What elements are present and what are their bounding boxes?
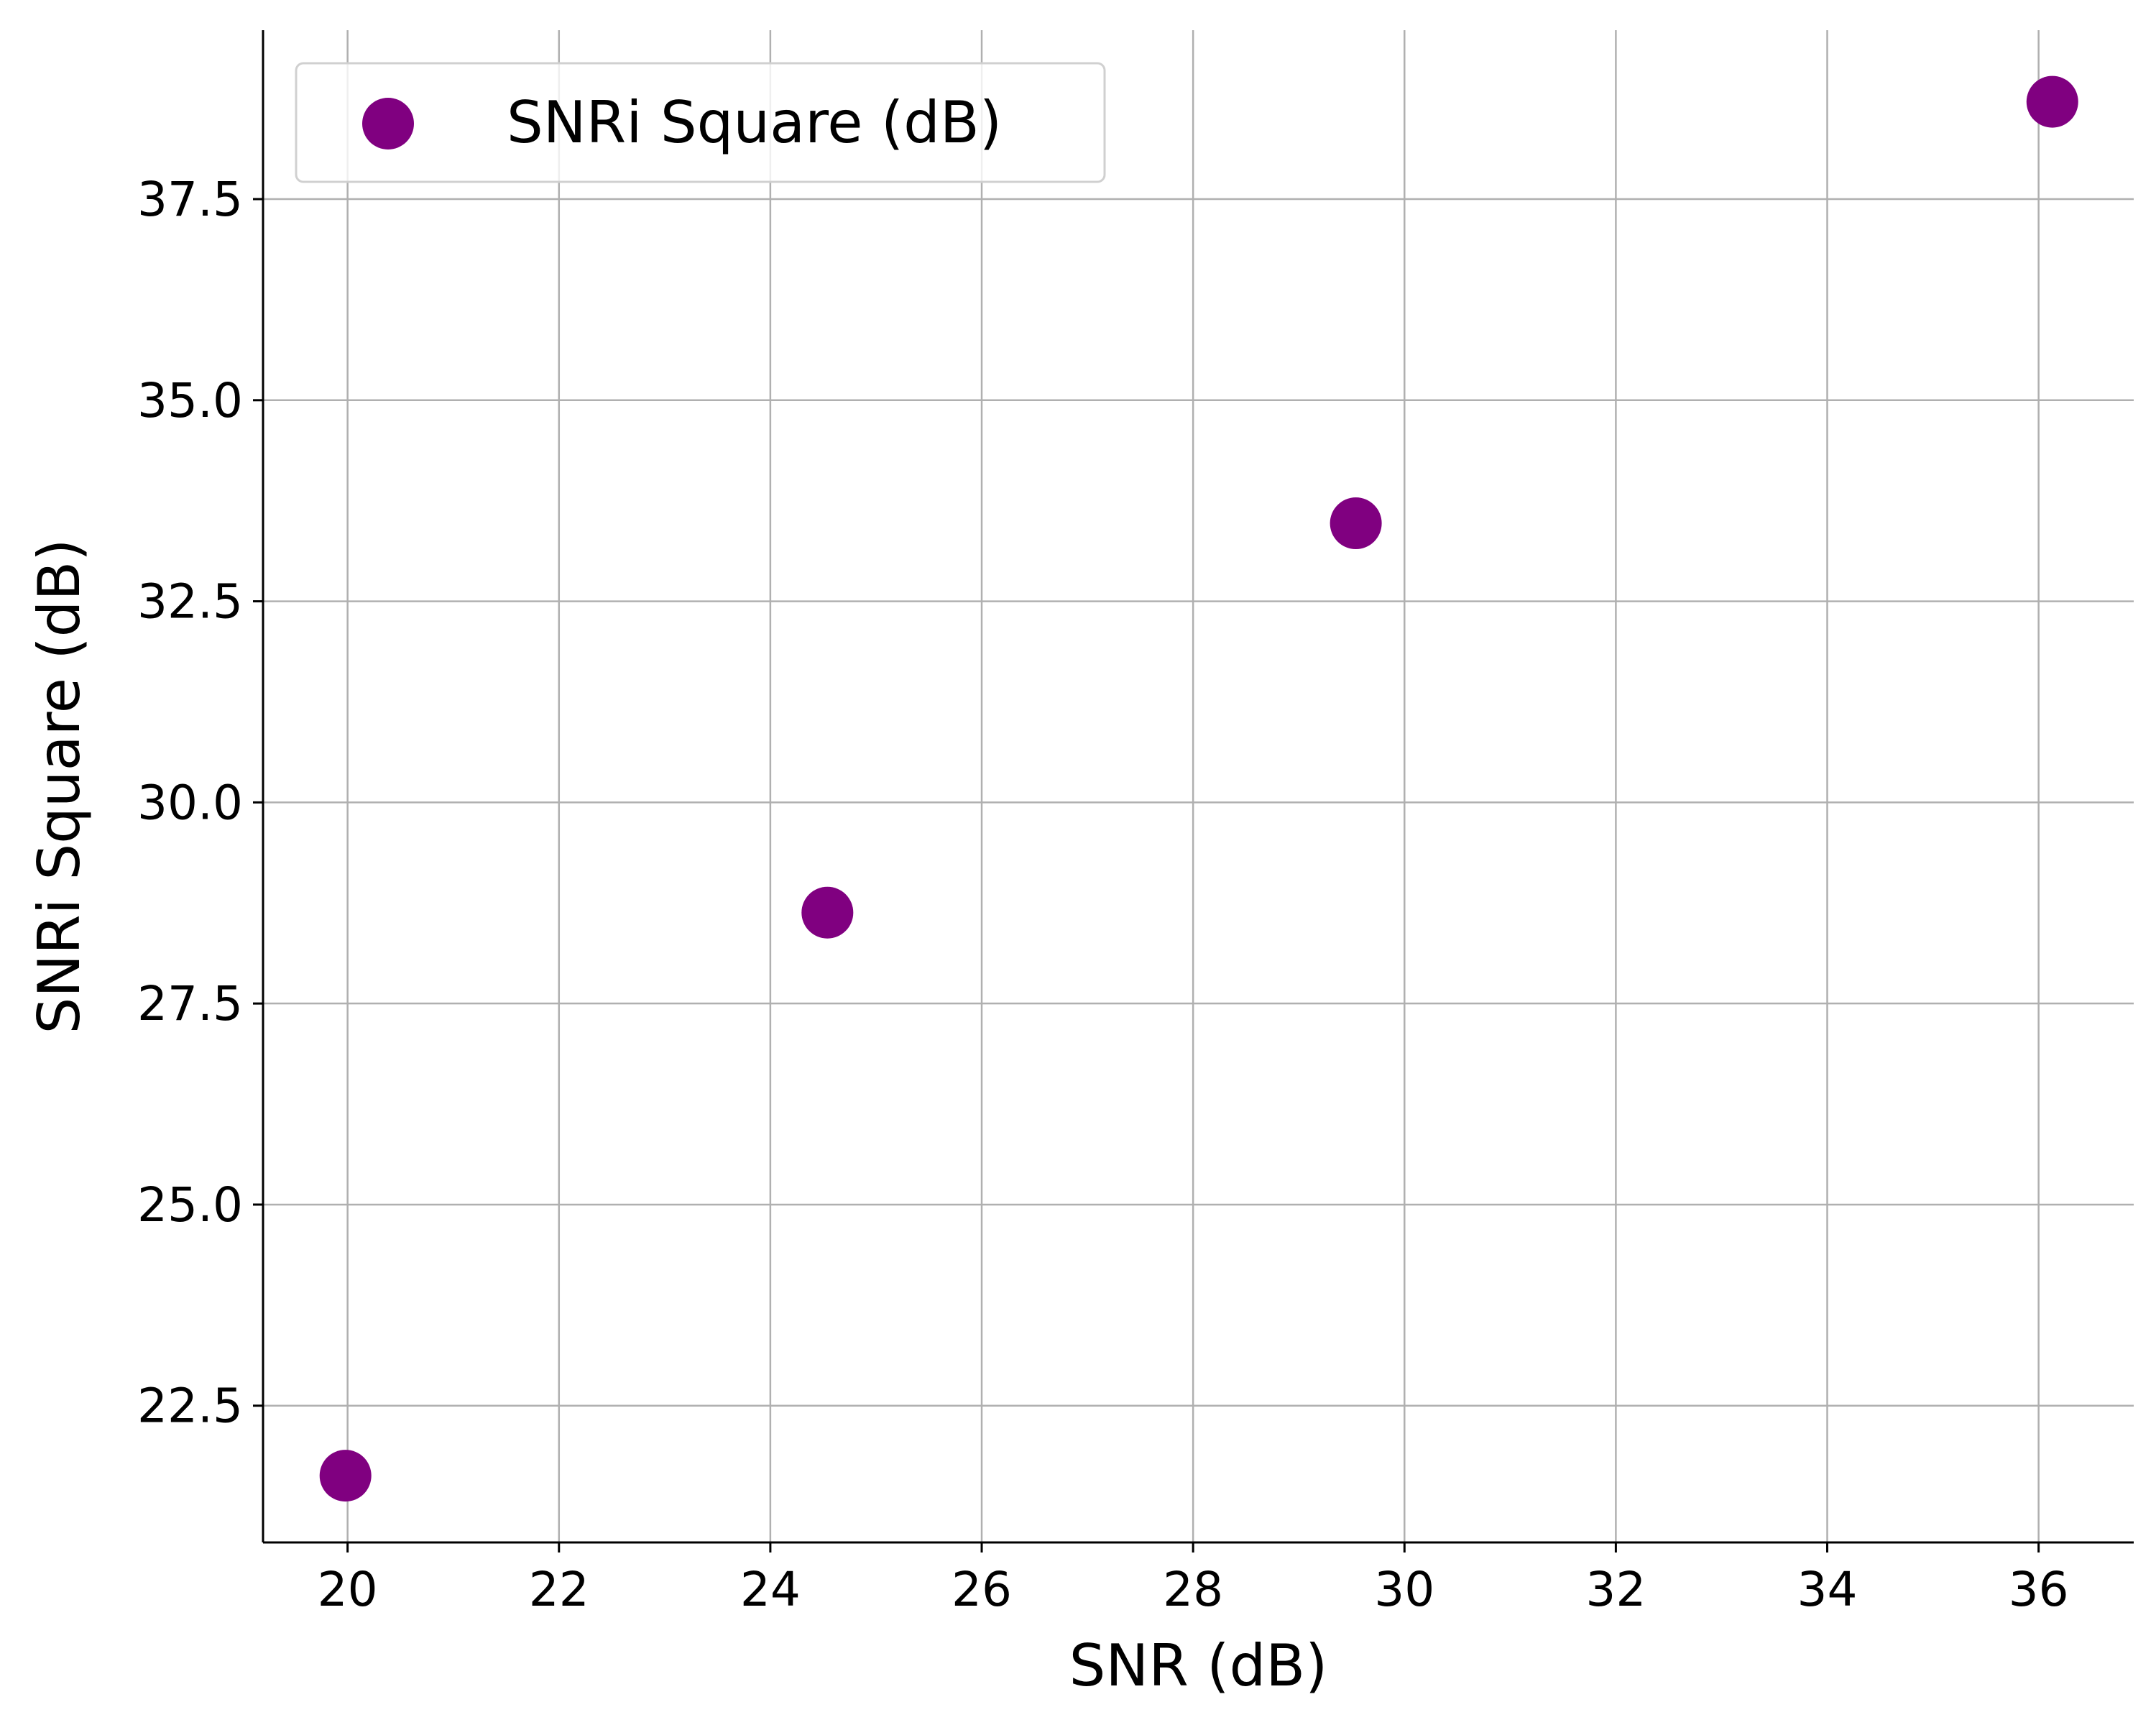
axis-ticks: 20 22 24 26 28 30 32 34 36 22.5 25.0 27.5 30.0 32.5 35… <box>137 172 2069 1617</box>
legend-box <box>295 62 1106 183</box>
axes-spines <box>262 30 2134 1544</box>
x-tick-label: 28 <box>1163 1562 1223 1617</box>
x-tick-label: 22 <box>529 1562 589 1617</box>
x-tick-label: 20 <box>318 1562 378 1617</box>
x-tick-label: 32 <box>1585 1562 1646 1617</box>
y-tick-label: 22.5 <box>137 1379 243 1434</box>
x-tick-label: 30 <box>1374 1562 1434 1617</box>
y-tick-label: 35.0 <box>137 373 243 428</box>
y-tick-label: 27.5 <box>137 976 243 1031</box>
grid-layer <box>263 30 2134 1542</box>
y-tick-label: 37.5 <box>137 172 243 227</box>
scatter-point <box>319 1450 372 1502</box>
x-tick-label: 36 <box>2009 1562 2069 1617</box>
legend: SNRi Square (dB) <box>295 62 1106 183</box>
legend-marker <box>362 98 414 150</box>
y-tick-label: 30.0 <box>137 775 243 830</box>
y-axis-label: SNRi Square (dB) <box>26 538 93 1034</box>
scatter-point <box>1330 497 1382 550</box>
legend-entry-label: SNRi Square (dB) <box>507 89 1002 156</box>
y-tick-label: 32.5 <box>137 574 243 630</box>
x-axis-label: SNR (dB) <box>1069 1632 1328 1699</box>
axis-labels: SNR (dB) SNRi Square (dB) <box>26 538 1327 1699</box>
x-tick-label: 34 <box>1797 1562 1858 1617</box>
x-tick-label: 26 <box>952 1562 1012 1617</box>
data-points <box>319 75 2078 1502</box>
x-tick-label: 24 <box>740 1562 801 1617</box>
y-tick-label: 25.0 <box>137 1177 243 1233</box>
scatter-point <box>801 886 854 939</box>
scatter-point <box>2026 75 2078 128</box>
